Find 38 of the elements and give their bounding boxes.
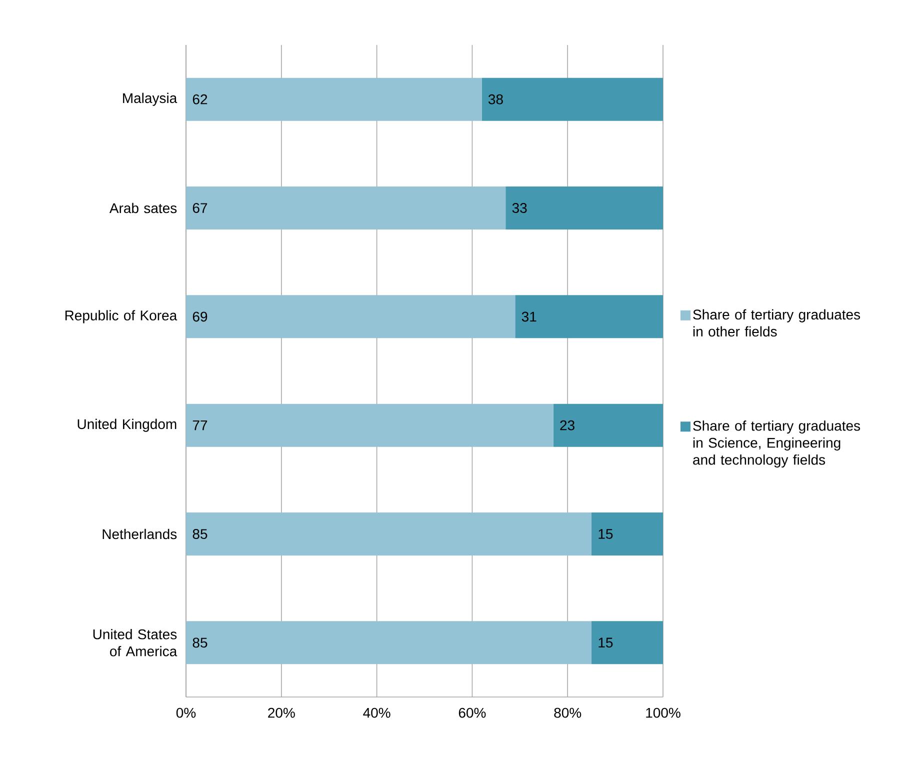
bar xyxy=(186,78,482,121)
x-tick-label: 80% xyxy=(554,708,582,718)
data-label: 85 xyxy=(192,529,208,539)
y-tick-label: Arab sates xyxy=(109,202,177,214)
x-tick-label: 40% xyxy=(363,708,390,718)
y-tick-label: United Kingdom xyxy=(78,418,176,432)
x-tick-label: 0% xyxy=(176,708,196,718)
data-label: 62 xyxy=(192,94,208,104)
data-label: 85 xyxy=(192,638,208,648)
bar xyxy=(482,78,664,121)
legend-label: Share of tertiary graduates in other fields xyxy=(693,309,860,337)
data-label: 77 xyxy=(192,420,208,430)
bar xyxy=(591,512,664,556)
data-label: 15 xyxy=(598,529,613,539)
data-label: 38 xyxy=(488,94,503,104)
data-label: 15 xyxy=(598,638,613,648)
bar xyxy=(506,186,664,230)
bar xyxy=(186,621,592,664)
bar xyxy=(186,404,554,447)
bar xyxy=(186,512,592,556)
bar xyxy=(186,295,516,338)
legend-label: Share of tertiary graduates in Science, Engineering and technology fields xyxy=(693,420,860,468)
bar xyxy=(515,295,664,338)
y-tick-label: Netherlands xyxy=(102,528,177,540)
bar xyxy=(591,621,664,664)
y-tick-label: Republic of Korea xyxy=(65,310,178,324)
bar xyxy=(553,404,664,447)
data-label: 69 xyxy=(192,312,208,322)
data-label: 31 xyxy=(522,312,536,322)
bar xyxy=(186,186,506,230)
data-label: 67 xyxy=(192,203,208,213)
data-label: 23 xyxy=(560,420,574,430)
x-tick-label: 20% xyxy=(268,708,295,718)
data-label: 33 xyxy=(512,203,527,213)
x-tick-label: 60% xyxy=(458,708,486,718)
y-tick-label: Malaysia xyxy=(123,92,178,106)
x-tick-label: 100% xyxy=(646,708,680,718)
y-tick-label: United States of America xyxy=(93,629,178,656)
